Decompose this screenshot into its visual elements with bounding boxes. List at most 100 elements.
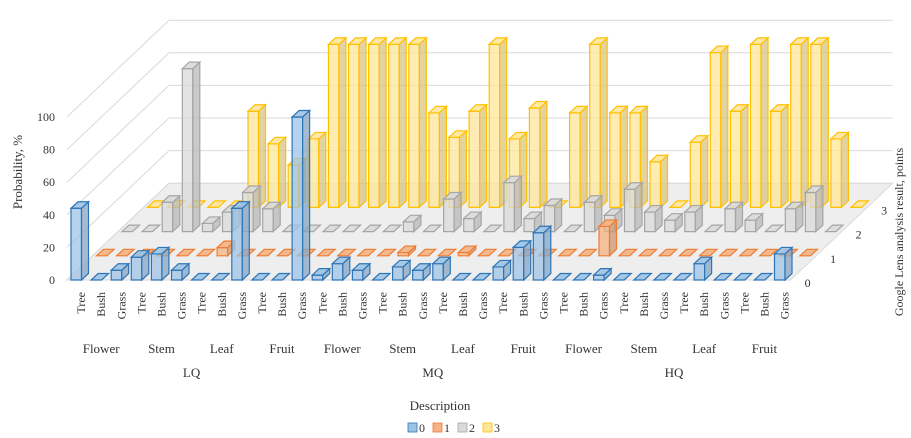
bar-series-3 — [487, 36, 509, 209]
bar-series-3 — [829, 131, 850, 209]
x-sub-label: Grass — [114, 292, 128, 320]
bar-series-0 — [370, 272, 392, 281]
bar-series-0 — [692, 255, 714, 282]
bar-series-2 — [643, 204, 664, 233]
depth-axis-label: Google Lens analysis result, points — [892, 148, 906, 317]
bar-series-2 — [140, 224, 162, 233]
bar-series-1 — [758, 248, 779, 257]
y-tick-label: 40 — [43, 208, 55, 222]
x-part-label: Fruit — [752, 341, 778, 356]
bar-series-3 — [527, 100, 549, 209]
bar-series-0 — [149, 246, 171, 282]
bar-series-2 — [442, 191, 463, 233]
y-tick-label: 80 — [43, 143, 55, 157]
x-sub-label: Grass — [657, 292, 671, 320]
bar-series-3 — [728, 103, 750, 209]
bar-series-3 — [849, 200, 871, 208]
x-axis-title: Description — [410, 398, 471, 413]
bar-series-1 — [597, 218, 619, 258]
bar-series-1 — [316, 248, 337, 257]
x-sub-label: Bush — [94, 292, 108, 317]
bar-series-3 — [588, 36, 609, 209]
bar-series-3 — [769, 103, 790, 209]
bar-series-0 — [652, 272, 673, 281]
x-sub-label: Tree — [617, 292, 631, 314]
bar-series-1 — [456, 244, 478, 258]
x-part-label: Fruit — [511, 341, 537, 356]
bar-series-0 — [712, 272, 734, 281]
bar-series-0 — [571, 272, 593, 281]
bar-series-3 — [306, 131, 328, 209]
bar-series-0 — [330, 255, 352, 282]
bar-series-3 — [688, 134, 710, 209]
bar-series-3 — [708, 44, 730, 209]
y-axis-ticks: 0 20 40 60 80 100 — [37, 110, 55, 287]
legend-label: 0 — [419, 421, 425, 435]
bar-series-0 — [250, 272, 271, 281]
bar-series-1 — [637, 248, 659, 257]
x-part-label: Fruit — [269, 341, 295, 356]
bar-series-2 — [261, 200, 282, 233]
x-part-label: Stem — [630, 341, 657, 356]
bar-series-3 — [447, 129, 469, 209]
bar-series-0 — [772, 246, 794, 282]
x-sub-label: Bush — [757, 292, 771, 317]
x-group-label: HQ — [665, 365, 684, 380]
bar-series-2 — [482, 224, 503, 233]
bar-series-2 — [462, 210, 483, 233]
bar-series-3 — [648, 153, 670, 209]
x-part-label: Leaf — [210, 341, 234, 356]
x-sub-label: Grass — [355, 292, 369, 320]
bar-series-1 — [738, 248, 759, 257]
bar-series-0 — [632, 272, 653, 281]
bar-series-1 — [115, 248, 136, 257]
depth-tick-label: 3 — [881, 203, 887, 217]
bar-series-1 — [396, 244, 418, 258]
x-part-label: Leaf — [451, 341, 475, 356]
bar-series-1 — [577, 248, 598, 257]
bar-series-2 — [723, 200, 745, 233]
x-sub-label: Grass — [476, 292, 490, 320]
depth-tick-label: 1 — [830, 252, 836, 266]
bar-series-2 — [562, 224, 584, 233]
bar-series-1 — [195, 248, 217, 257]
x-sub-label: Tree — [134, 292, 148, 314]
bar-series-0 — [471, 272, 493, 281]
y-tick-label: 100 — [37, 110, 55, 124]
x-sub-label: Bush — [456, 292, 470, 317]
gridline-side — [66, 52, 170, 150]
legend-label: 2 — [469, 421, 475, 435]
bar-series-2 — [823, 224, 845, 233]
y-tick-label: 0 — [49, 273, 55, 287]
x-sub-label: Bush — [396, 292, 410, 317]
bar-series-2 — [421, 224, 443, 233]
bar-series-2 — [703, 224, 724, 233]
x-part-label: Leaf — [692, 341, 716, 356]
legend-swatch — [432, 422, 443, 433]
y-axis-label: Probability, % — [10, 135, 25, 209]
bar-series-2 — [743, 212, 765, 233]
bar-series-2 — [120, 224, 142, 233]
bar-series-0 — [531, 224, 553, 282]
bar-series-1 — [436, 248, 458, 257]
bar-series-1 — [557, 248, 578, 257]
bar-series-1 — [376, 248, 397, 257]
x-part-label: Stem — [389, 341, 416, 356]
bar-series-2 — [341, 224, 363, 233]
bar-series-1 — [798, 248, 820, 257]
bar-series-2 — [180, 60, 202, 233]
bar-series-0 — [210, 272, 231, 281]
gridline-side — [66, 117, 170, 216]
bar-series-1 — [255, 248, 277, 257]
bar-series-0 — [551, 272, 573, 281]
bar-series-3 — [608, 104, 629, 209]
bar-series-2 — [542, 197, 564, 233]
bar-series-2 — [683, 204, 704, 233]
bar-series-3 — [326, 36, 348, 209]
bar-series-0 — [230, 200, 251, 282]
bar-series-0 — [612, 272, 633, 281]
bar-series-3 — [206, 200, 227, 208]
bar-series-0 — [451, 272, 472, 281]
x-sub-label: Tree — [556, 292, 570, 314]
bar-series-0 — [310, 267, 332, 282]
